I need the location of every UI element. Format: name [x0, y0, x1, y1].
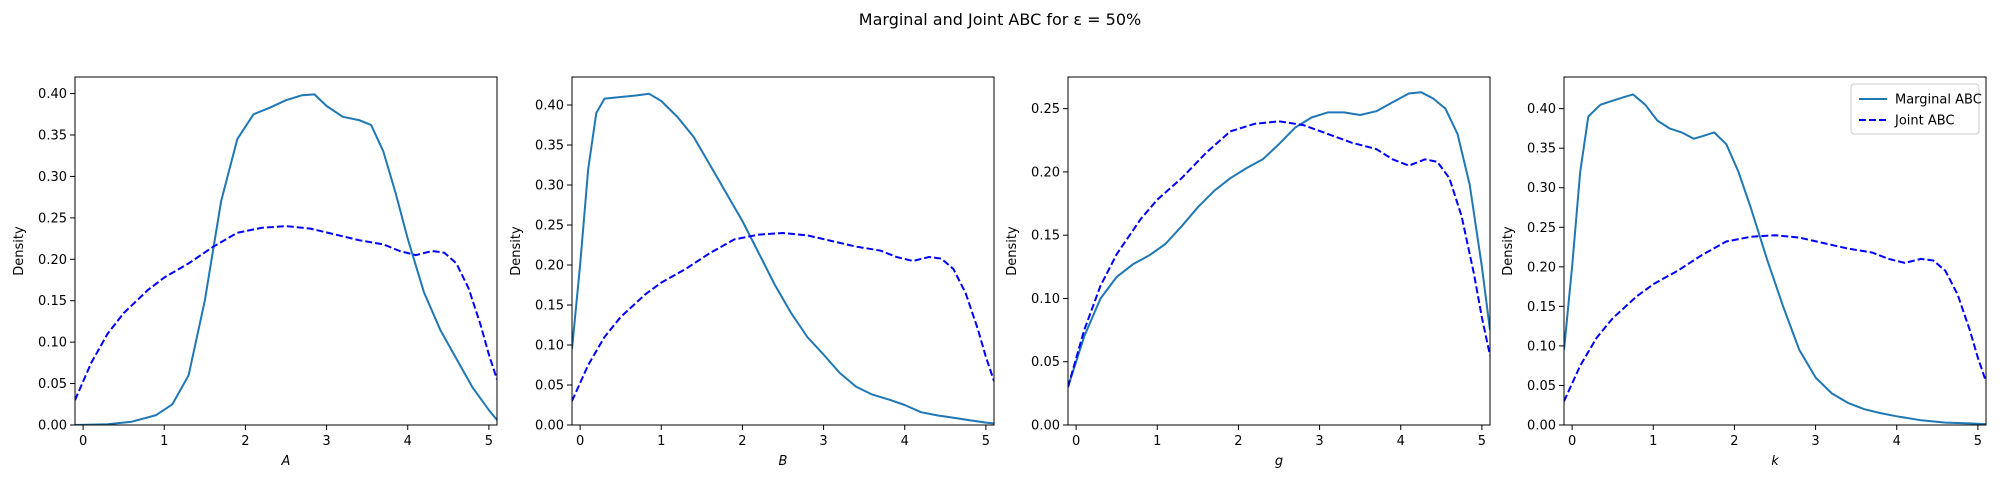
joint-abc-line [1564, 234, 1986, 402]
y-tick-label: 0.00 [1527, 419, 1556, 434]
y-tick-label: 0.20 [1527, 260, 1556, 275]
legend-entry: Joint ABC [1894, 114, 1955, 129]
y-tick-label: 0.10 [38, 336, 67, 351]
marginal-abc-line [572, 92, 994, 425]
y-tick-label: 0.10 [535, 339, 564, 354]
y-tick-label: 0.40 [535, 99, 564, 114]
y-tick-label: 0.25 [535, 219, 564, 234]
y-axis-label: Density [1501, 226, 1516, 276]
x-tick-label: 2 [738, 434, 746, 449]
y-tick-label: 0.25 [1031, 102, 1060, 117]
y-axis-label: Density [1005, 226, 1020, 276]
x-tick-label: 5 [982, 434, 990, 449]
subplot-4: 0 1 2 3 4 5 0.00 0.05 0.10 0.15 0.20 0.25 0.30 0.35 0.… [1501, 76, 1987, 469]
y-tick-label: 0.35 [535, 139, 564, 154]
x-tick-label: 1 [657, 434, 665, 449]
y-tick-label: 0.15 [1527, 300, 1556, 315]
x-tick-label: 0 [1568, 434, 1576, 449]
x-tick-label: 2 [1234, 434, 1242, 449]
x-tick-label: 2 [241, 434, 249, 449]
x-tick-label: 3 [819, 434, 827, 449]
legend: Marginal ABC Joint ABC [1850, 83, 1982, 135]
x-axis-label: k [1771, 454, 1779, 469]
y-tick-label: 0.10 [1527, 339, 1556, 354]
y-tick-label: 0.00 [38, 419, 67, 434]
x-tick-label: 4 [1397, 434, 1405, 449]
subplot-2: 0 1 2 3 4 5 0.00 0.05 0.10 0.15 0.20 0.25 0.30 0.35 0.… [509, 76, 995, 469]
plot-frame [1563, 76, 1987, 426]
y-tick-label: 0.00 [535, 419, 564, 434]
y-tick-label: 0.30 [38, 170, 67, 185]
marginal-abc-line [1564, 93, 1986, 425]
y-tick-label: 0.05 [535, 379, 564, 394]
y-tick-label: 0.30 [1527, 181, 1556, 196]
x-tick-label: 1 [1649, 434, 1657, 449]
y-tick-label: 0.25 [1527, 221, 1556, 236]
marginal-abc-line [75, 93, 497, 425]
y-tick-label: 0.20 [1031, 165, 1060, 180]
x-tick-label: 2 [1730, 434, 1738, 449]
x-axis-label: g [1275, 454, 1283, 469]
y-tick-label: 0.35 [1527, 142, 1556, 157]
x-tick-label: 0 [576, 434, 584, 449]
plot-frame [571, 76, 995, 426]
y-tick-label: 0.25 [38, 211, 67, 226]
y-tick-label: 0.00 [1031, 419, 1060, 434]
y-tick-label: 0.20 [38, 253, 67, 268]
y-tick-label: 0.15 [1031, 229, 1060, 244]
x-tick-label: 5 [485, 434, 493, 449]
x-tick-label: 4 [404, 434, 412, 449]
y-tick-label: 0.15 [38, 294, 67, 309]
y-axis-label: Density [12, 226, 27, 276]
x-tick-label: 4 [1893, 434, 1901, 449]
figure-title: Marginal and Joint ABC for ε = 50% [858, 10, 1142, 29]
y-tick-label: 0.20 [535, 259, 564, 274]
x-tick-label: 3 [1315, 434, 1323, 449]
subplot-1: 0 1 2 3 4 5 0.00 0.05 0.10 0.15 0.20 0.25 0.30 0.35 0.… [12, 76, 498, 469]
x-axis-label: B [779, 454, 788, 469]
y-tick-label: 0.05 [1031, 355, 1060, 370]
y-tick-label: 0.40 [38, 87, 67, 102]
x-tick-label: 3 [322, 434, 330, 449]
x-axis-label: A [281, 454, 291, 469]
joint-abc-line [572, 232, 994, 402]
legend-box [1850, 83, 1980, 135]
x-tick-label: 0 [79, 434, 87, 449]
x-tick-label: 3 [1811, 434, 1819, 449]
y-tick-label: 0.40 [1527, 102, 1556, 117]
joint-abc-line [75, 225, 497, 401]
x-tick-label: 1 [160, 434, 168, 449]
x-tick-label: 0 [1072, 434, 1080, 449]
marginal-abc-line [1068, 91, 1490, 388]
y-tick-label: 0.30 [535, 179, 564, 194]
plot-frame [74, 76, 498, 426]
x-tick-label: 4 [901, 434, 909, 449]
y-tick-label: 0.10 [1031, 292, 1060, 307]
subplot-3: 0 1 2 3 4 5 0.00 0.05 0.10 0.15 0.20 0.25 g Density [1005, 76, 1491, 469]
y-tick-label: 0.05 [38, 377, 67, 392]
x-tick-label: 5 [1974, 434, 1982, 449]
y-axis-label: Density [509, 226, 524, 276]
y-tick-label: 0.35 [38, 129, 67, 144]
plot-frame [1067, 76, 1491, 426]
x-tick-label: 1 [1153, 434, 1161, 449]
legend-entry: Marginal ABC [1895, 93, 1982, 108]
y-tick-label: 0.15 [535, 299, 564, 314]
joint-abc-line [1068, 120, 1490, 388]
x-tick-label: 5 [1478, 434, 1486, 449]
y-tick-label: 0.05 [1527, 379, 1556, 394]
